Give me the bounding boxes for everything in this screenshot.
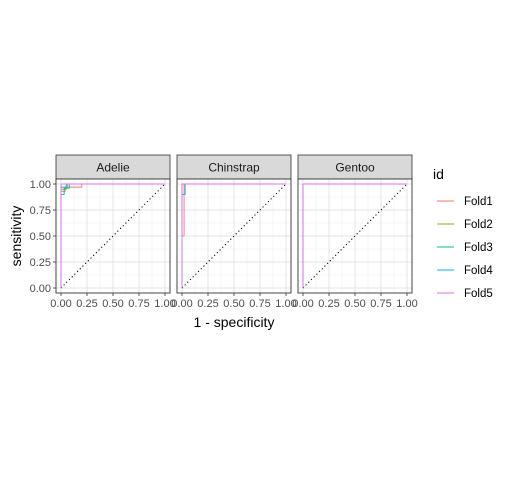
x-tick-label: 0.50 xyxy=(223,298,244,310)
legend-item-fold3: Fold3 xyxy=(437,242,493,254)
legend-title: id xyxy=(433,166,444,182)
y-tick-label: 0.25 xyxy=(30,257,51,269)
x-tick-label: 0.00 xyxy=(171,298,192,310)
roc-line-fold5 xyxy=(181,183,286,288)
legend-item-fold4: Fold4 xyxy=(437,265,493,277)
diagonal-reference-line xyxy=(60,183,166,289)
legend-item-fold5: Fold5 xyxy=(437,288,493,300)
roc-line-fold5 xyxy=(302,183,407,288)
legend-item-fold2: Fold2 xyxy=(437,219,493,231)
facet-strip-label: Adelie xyxy=(96,161,130,175)
legend-label-fold5: Fold5 xyxy=(464,288,493,300)
facet-adelie: Adelie 0.00 0.25 0.50 0.75 1.00 0.00 0.25 0.50 0.… xyxy=(30,154,176,310)
facet-strip-label: Chinstrap xyxy=(208,161,260,175)
facet-strip xyxy=(55,154,171,180)
y-tick-label: 0.50 xyxy=(30,231,51,243)
facet-strip-label: Gentoo xyxy=(335,161,375,175)
facet-strip xyxy=(297,154,413,180)
roc-line-fold5 xyxy=(60,183,165,288)
x-tick-label: 0.25 xyxy=(197,298,218,310)
x-tick-label: 0.75 xyxy=(128,298,149,310)
x-tick-label: 0.75 xyxy=(370,298,391,310)
x-axis-title: 1 - specificity xyxy=(194,314,275,330)
facet-gentoo: Gentoo 0.00 0.25 0.50 0.75 1.00 xyxy=(292,154,418,310)
x-tick-label: 1.00 xyxy=(154,298,175,310)
legend-label-fold3: Fold3 xyxy=(464,242,493,254)
legend-label-fold1: Fold1 xyxy=(464,196,493,208)
x-tick-label: 0.00 xyxy=(292,298,313,310)
x-tick-label: 0.75 xyxy=(249,298,270,310)
y-axis-title: sensitivity xyxy=(8,206,24,267)
x-tick-label: 0.25 xyxy=(76,298,97,310)
x-tick-label: 0.50 xyxy=(102,298,123,310)
x-tick-label: 1.00 xyxy=(396,298,417,310)
facet-strip xyxy=(176,154,292,180)
diagonal-reference-line xyxy=(181,183,287,289)
facet-chinstrap: Chinstrap 0.00 0.25 0.50 0.75 1.00 xyxy=(171,154,297,310)
y-tick-label: 0.75 xyxy=(30,205,51,217)
x-tick-label: 0.50 xyxy=(344,298,365,310)
x-tick-label: 0.25 xyxy=(318,298,339,310)
x-tick-label: 1.00 xyxy=(275,298,296,310)
legend-label-fold4: Fold4 xyxy=(464,265,493,277)
y-tick-label: 1.00 xyxy=(30,179,51,191)
legend-label-fold2: Fold2 xyxy=(464,219,493,231)
diagonal-reference-line xyxy=(302,183,408,289)
legend-item-fold1: Fold1 xyxy=(437,196,493,208)
x-tick-label: 0.00 xyxy=(50,298,71,310)
legend: Fold1 Fold2 Fold3 Fold4 Fold5 xyxy=(437,196,493,300)
y-tick-label: 0.00 xyxy=(30,283,51,295)
